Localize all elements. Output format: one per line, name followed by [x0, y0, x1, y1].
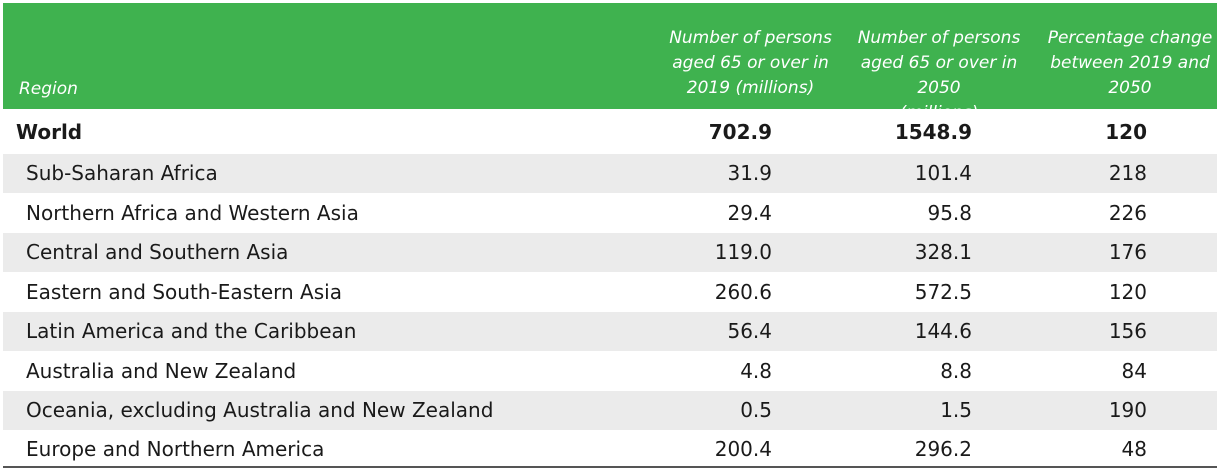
row-region: Europe and Northern America [26, 437, 325, 461]
table-row: Oceania, excluding Australia and New Zea… [3, 391, 1217, 430]
row-pct: 218 [1108, 161, 1147, 185]
row-pct: 176 [1108, 240, 1147, 264]
header-2019-line: Number of persons [669, 28, 832, 48]
row-2050: 296.2 [914, 437, 972, 461]
table-row: Latin America and the Caribbean 56.4 144… [3, 312, 1217, 351]
row-region: Eastern and South-Eastern Asia [26, 280, 342, 304]
row-2019: 702.9 [708, 120, 772, 144]
row-2050: 572.5 [914, 280, 972, 304]
row-2050: 1.5 [940, 398, 972, 422]
table-row: Eastern and South-Eastern Asia 260.6 572… [3, 273, 1217, 312]
row-2019: 260.6 [714, 280, 772, 304]
row-pct: 120 [1108, 280, 1147, 304]
row-region: Sub-Saharan Africa [26, 161, 218, 185]
header-region: Region [19, 79, 78, 99]
row-2019: 119.0 [714, 240, 772, 264]
row-2050: 8.8 [940, 359, 972, 383]
header-2050-line: (millions) [899, 103, 979, 123]
row-region: Australia and New Zealand [26, 359, 297, 383]
row-region: Latin America and the Caribbean [26, 319, 357, 343]
row-pct: 84 [1121, 359, 1147, 383]
row-pct: 48 [1121, 437, 1147, 461]
table-row: Australia and New Zealand 4.8 8.8 84 [3, 352, 1217, 391]
row-2019: 29.4 [727, 201, 772, 225]
row-pct: 156 [1108, 319, 1147, 343]
header-2019-line: aged 65 or over in [672, 53, 829, 73]
header-2050-line: Number of persons [857, 28, 1021, 48]
row-pct: 226 [1108, 201, 1147, 225]
row-2019: 56.4 [727, 319, 772, 343]
row-region: Central and Southern Asia [26, 240, 289, 264]
row-pct: 190 [1108, 398, 1147, 422]
row-2050: 95.8 [927, 201, 972, 225]
row-2050: 144.6 [914, 319, 972, 343]
table-row: Central and Southern Asia 119.0 328.1 17… [3, 233, 1217, 272]
header-pct-line: 2050 [1108, 78, 1152, 98]
table-row: Europe and Northern America 200.4 296.2 … [3, 430, 1217, 469]
table-header: Region Number of persons aged 65 or over… [3, 3, 1219, 123]
row-2019: 200.4 [714, 437, 772, 461]
header-pct-change: Percentage change between 2019 and 2050 [1041, 26, 1219, 101]
row-2050: 328.1 [914, 240, 972, 264]
row-region: Oceania, excluding Australia and New Zea… [26, 398, 494, 422]
header-2050-line: aged 65 or over in 2050 [860, 53, 1018, 98]
row-region: World [16, 120, 83, 144]
row-pct: 120 [1105, 120, 1147, 144]
header-pct-line: Percentage change [1047, 28, 1213, 48]
row-2019: 31.9 [727, 161, 772, 185]
header-2019: Number of persons aged 65 or over in 201… [663, 26, 838, 101]
row-2050: 101.4 [914, 161, 972, 185]
header-2050: Number of persons aged 65 or over in 205… [841, 26, 1037, 126]
row-region: Northern Africa and Western Asia [26, 201, 359, 225]
table-row: Northern Africa and Western Asia 29.4 95… [3, 194, 1217, 233]
header-pct-line: between 2019 and [1050, 53, 1210, 73]
row-2019: 0.5 [740, 398, 772, 422]
table-bottom-rule [3, 466, 1217, 468]
table-row-world: World 702.9 1548.9 120 [3, 113, 1217, 152]
table-row: Sub-Saharan Africa 31.9 101.4 218 [3, 154, 1217, 193]
header-2019-line: 2019 (millions) [686, 78, 815, 98]
row-2019: 4.8 [740, 359, 772, 383]
row-2050: 1548.9 [894, 120, 972, 144]
